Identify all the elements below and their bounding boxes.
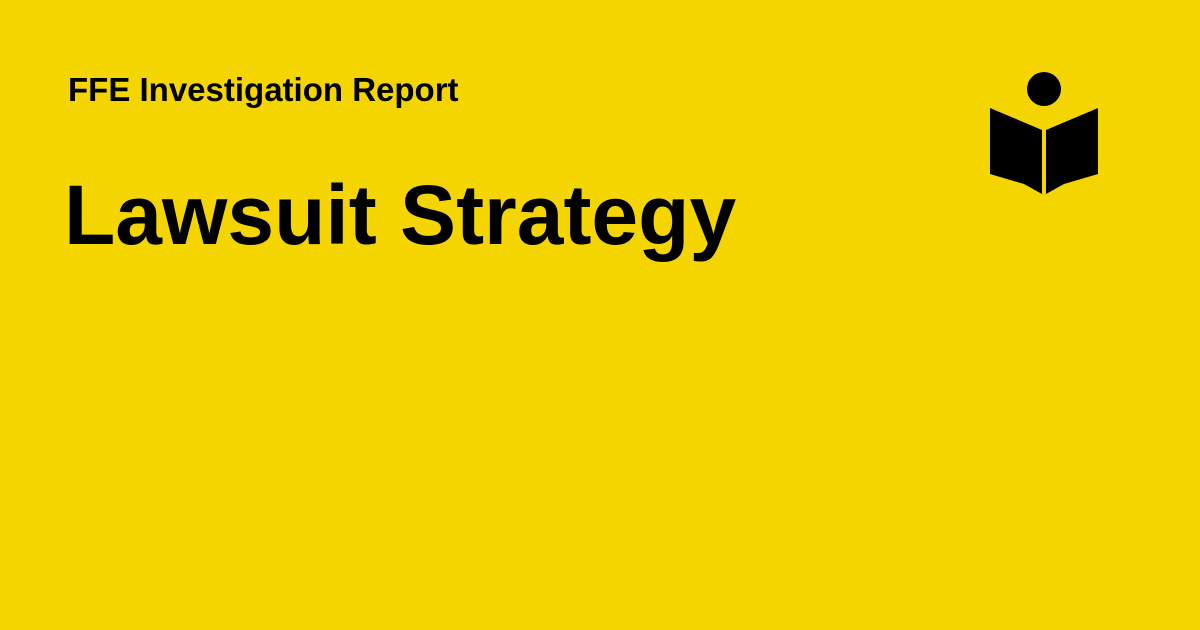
report-label: FFE Investigation Report: [68, 71, 459, 108]
reader-book-icon: [990, 72, 1098, 194]
page-title: Lawsuit Strategy: [64, 168, 737, 262]
